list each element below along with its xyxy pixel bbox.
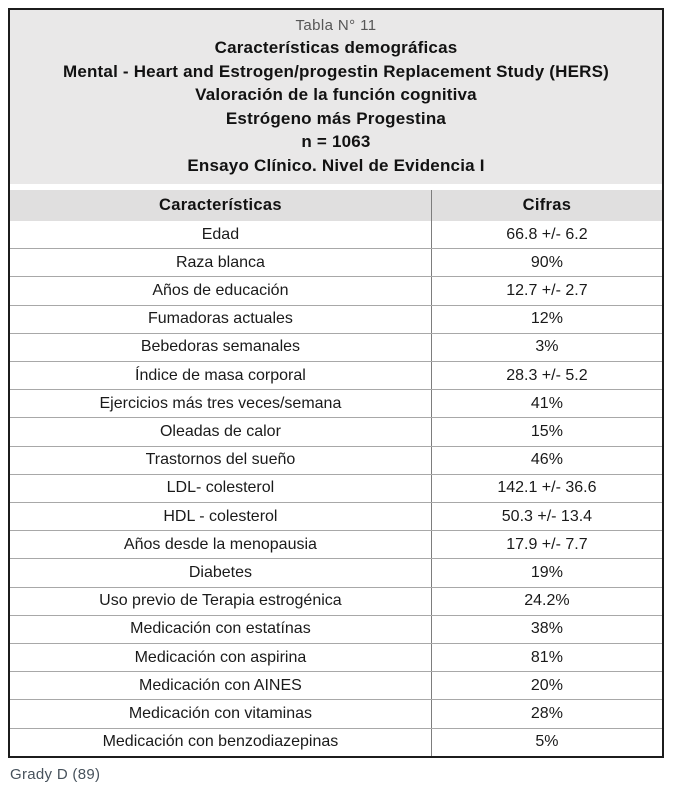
row-value: 41%	[530, 394, 563, 412]
row-value: 5%	[535, 733, 559, 751]
row-value: 90%	[530, 253, 563, 271]
row-label: Bebedoras semanales	[10, 333, 432, 362]
row-label: Raza blanca	[10, 249, 432, 277]
row-value: 66.8 +/- 6.2	[506, 225, 588, 243]
table-container: Tabla N° 11 Características demográficas…	[8, 8, 664, 758]
table-row: Edad 66.8 +/- 6.2	[10, 221, 662, 249]
row-label: Oleadas de calor	[10, 418, 432, 446]
row-label: Años desde la menopausia	[10, 531, 432, 559]
table-header-row: Características Cifras	[10, 190, 662, 221]
table-row: Medicación con estatínas 38%	[10, 614, 662, 644]
table-row: Medicación con aspirina 81%	[10, 643, 662, 672]
title-line-assessment: Valoración de la función cognitiva	[195, 85, 477, 104]
row-value: 3%	[535, 338, 559, 356]
row-label: Ejercicios más tres veces/semana	[10, 390, 432, 418]
row-label: Edad	[10, 221, 432, 249]
row-label: HDL - colesterol	[10, 503, 432, 531]
table-title-block: Tabla N° 11 Características demográficas…	[10, 10, 662, 184]
table-row: LDL- colesterol 142.1 +/- 36.6	[10, 473, 662, 503]
citation: Grady D (89)	[10, 766, 101, 783]
table-row: Fumadoras actuales 12%	[10, 304, 662, 333]
row-value: 46%	[530, 451, 563, 469]
row-value: 28.3 +/- 5.2	[506, 366, 588, 384]
row-label: Medicación con aspirina	[10, 644, 432, 672]
table-row: Diabetes 19%	[10, 558, 662, 587]
row-label: Índice de masa corporal	[10, 362, 432, 390]
table-row: Oleadas de calor 15%	[10, 417, 662, 446]
column-header-cifras: Cifras	[522, 196, 572, 214]
row-value: 28%	[530, 705, 563, 723]
table-row: Medicación con vitaminas 28%	[10, 699, 662, 728]
row-value: 24.2%	[524, 592, 570, 610]
table-row: Medicación con benzodiazepinas 5%	[10, 727, 662, 756]
row-value: 50.3 +/- 13.4	[501, 507, 593, 525]
row-value: 15%	[530, 423, 563, 441]
row-label: Medicación con estatínas	[10, 615, 432, 644]
row-label: Diabetes	[10, 559, 432, 587]
title-line-study-name: Mental - Heart and Estrogen/progestin Re…	[62, 61, 610, 81]
row-label: LDL- colesterol	[10, 474, 432, 503]
row-label: Medicación con benzodiazepinas	[10, 728, 432, 756]
table-number-label: Tabla N° 11	[295, 17, 377, 34]
table-row: Medicación con AINES 20%	[10, 671, 662, 700]
title-header-gap	[10, 184, 662, 190]
row-value: 38%	[530, 620, 563, 638]
row-value: 81%	[530, 648, 563, 666]
row-value: 17.9 +/- 7.7	[506, 535, 588, 553]
table-row: Bebedoras semanales 3%	[10, 332, 662, 362]
row-label: Medicación con AINES	[10, 672, 432, 700]
row-label: Fumadoras actuales	[10, 305, 432, 333]
table-row: HDL - colesterol 50.3 +/- 13.4	[10, 502, 662, 531]
title-line-evidence-level: Ensayo Clínico. Nivel de Evidencia I	[187, 155, 485, 175]
row-label: Años de educación	[10, 277, 432, 305]
table-body: Edad 66.8 +/- 6.2 Raza blanca 90% Años d…	[10, 221, 662, 756]
row-value: 12.7 +/- 2.7	[506, 282, 588, 299]
table-row: Trastornos del sueño 46%	[10, 445, 662, 474]
row-value: 12%	[530, 310, 563, 328]
title-line-sample-size: n = 1063	[301, 132, 371, 151]
table-row: Índice de masa corporal 28.3 +/- 5.2	[10, 361, 662, 390]
row-label: Trastornos del sueño	[10, 446, 432, 474]
row-label: Medicación con vitaminas	[10, 700, 432, 728]
table-row: Años desde la menopausia 17.9 +/- 7.7	[10, 530, 662, 559]
title-line-treatment: Estrógeno más Progestina	[225, 108, 447, 128]
table-row: Uso previo de Terapia estrogénica 24.2%	[10, 586, 662, 615]
column-header-caracteristicas: Características	[10, 190, 432, 221]
table-row: Ejercicios más tres veces/semana 41%	[10, 389, 662, 418]
row-label: Uso previo de Terapia estrogénica	[10, 587, 432, 615]
table-row: Años de educación 12.7 +/- 2.7	[10, 276, 662, 305]
title-line-demographics: Características demográficas	[214, 38, 458, 57]
row-value: 20%	[530, 676, 563, 694]
table-row: Raza blanca 90%	[10, 248, 662, 277]
row-value: 142.1 +/- 36.6	[497, 479, 597, 497]
row-value: 19%	[530, 564, 563, 582]
